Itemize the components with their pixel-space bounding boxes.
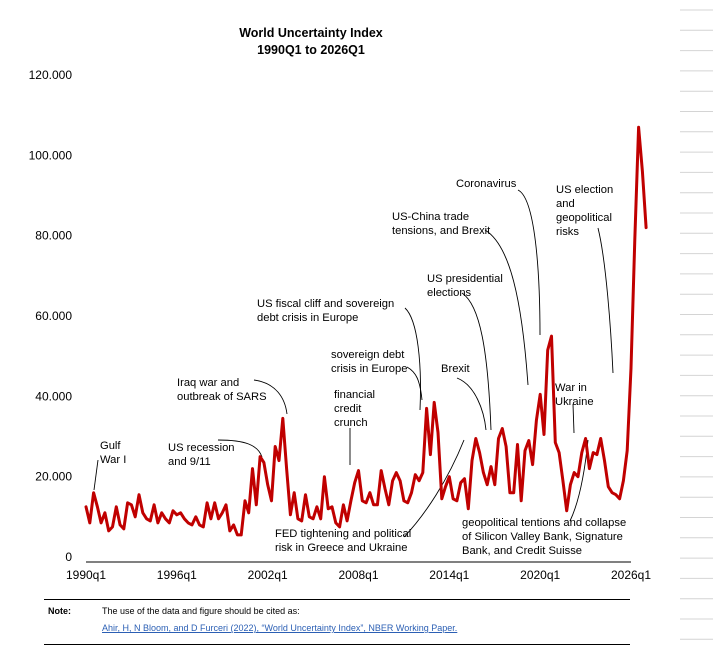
annotation-line: FED tightening and political: [275, 528, 411, 540]
annotation-line: and 9/11: [168, 456, 211, 468]
x-tick-label: 2020q1: [520, 568, 560, 582]
annotation-leader: [456, 377, 487, 431]
annotation-label: Coronavirus: [456, 178, 517, 190]
citation-note: Note: The use of the data and figure sho…: [44, 599, 630, 645]
x-tick-label: 1996q1: [157, 568, 197, 582]
y-tick-label: 120.000: [29, 68, 73, 82]
x-tick-label: 2026q1: [611, 568, 651, 582]
annotation-label: US election and geopolitical risks: [556, 184, 613, 238]
annotation-line: US recession: [168, 442, 235, 454]
world-uncertainty-chart: World Uncertainty Index 1990Q1 to 2026Q1…: [29, 26, 652, 582]
annotation-leader: [93, 459, 99, 491]
annotation-line: sovereign debt: [331, 349, 405, 361]
annotation-label: financial credit crunch: [334, 389, 375, 429]
chart-subtitle: 1990Q1 to 2026Q1: [257, 43, 365, 57]
annotation-line: geopolitical: [556, 212, 612, 224]
x-axis: 1990q1 1996q1 2002q1 2008q1 2014q1 2020q1 2026…: [66, 568, 651, 582]
y-tick-label: 80.000: [35, 229, 72, 243]
annotation-label: FED tightening and political risk in Gree…: [275, 528, 411, 554]
annotation-line: Gulf: [100, 440, 121, 452]
annotation-line: War in: [555, 382, 587, 394]
x-tick-label: 1990q1: [66, 568, 106, 582]
annotation-line: US fiscal cliff and sovereign: [257, 298, 394, 310]
annotation-label: War in Ukraine: [555, 382, 594, 408]
annotation-leader: [461, 292, 492, 431]
annotation-line: outbreak of SARS: [177, 391, 267, 403]
annotation-label: Iraq war and outbreak of SARS: [177, 377, 267, 403]
annotation-line: Iraq war and: [177, 377, 239, 389]
note-label: Note:: [48, 606, 71, 616]
annotation-line: risks: [556, 226, 579, 238]
spreadsheet-gridlines: [680, 9, 713, 640]
annotation-leader: [484, 229, 529, 386]
annotation-line: Ukraine: [555, 396, 594, 408]
annotation-line: Brexit: [441, 363, 470, 375]
annotation-leader: [253, 379, 288, 415]
annotations: Gulf War I US recession and 9/11 Iraq war an…: [100, 178, 626, 557]
annotation-line: US election: [556, 184, 613, 196]
annotation-line: debt crisis in Europe: [257, 312, 358, 324]
annotation-label: geopolitical tentions and collapse of Sil…: [462, 517, 626, 557]
annotation-leader: [406, 366, 423, 401]
annotation-leader: [217, 439, 263, 458]
annotation-line: US presidential: [427, 273, 503, 285]
y-axis: 0 20.000 40.000 60.000 80.000 100.000 120.000: [29, 68, 73, 564]
note-text: The use of the data and figure should be…: [102, 606, 300, 616]
annotation-label: sovereign debt crisis in Europe: [331, 349, 407, 375]
y-tick-label: 40.000: [35, 389, 72, 403]
annotation-line: financial: [334, 389, 375, 401]
annotation-leader: [597, 227, 614, 374]
annotation-line: Bank, and Credit Suisse: [462, 545, 582, 557]
annotation-line: risk in Greece and Ukraine: [275, 542, 407, 554]
annotation-label: Brexit: [441, 363, 470, 375]
y-tick-label: 60.000: [35, 309, 72, 323]
x-tick-label: 2008q1: [338, 568, 378, 582]
annotation-line: and: [556, 198, 575, 210]
annotation-line: geopolitical tentions and collapse: [462, 517, 626, 529]
annotation-line: credit: [334, 403, 362, 415]
y-tick-label: 0: [65, 550, 72, 564]
annotation-line: crisis in Europe: [331, 363, 407, 375]
annotation-label: Gulf War I: [100, 440, 126, 466]
annotation-line: War I: [100, 454, 126, 466]
annotation-leader: [572, 403, 575, 434]
annotation-line: elections: [427, 287, 472, 299]
annotation-leader: [517, 189, 541, 336]
citation-link[interactable]: Ahir, H, N Bloom, and D Furceri (2022), …: [102, 623, 458, 633]
annotation-line: US-China trade: [392, 211, 469, 223]
annotation-leader: [404, 307, 421, 411]
y-tick-label: 20.000: [35, 470, 72, 484]
chart-title: World Uncertainty Index: [239, 26, 383, 40]
annotation-label: US-China trade tensions, and Brexit: [392, 211, 491, 237]
annotation-leader: [403, 439, 465, 538]
x-tick-label: 2014q1: [429, 568, 469, 582]
y-tick-label: 100.000: [29, 148, 73, 162]
annotation-label: US fiscal cliff and sovereign debt crisis…: [257, 298, 394, 324]
annotation-line: crunch: [334, 417, 368, 429]
annotation-label: US presidential elections: [427, 273, 503, 299]
annotation-label: US recession and 9/11: [168, 442, 235, 468]
x-tick-label: 2002q1: [248, 568, 288, 582]
annotation-line: tensions, and Brexit: [392, 225, 491, 237]
annotation-line: Coronavirus: [456, 178, 517, 190]
series-line-wui: [84, 125, 648, 537]
annotation-line: of Silicon Valley Bank, Signature: [462, 531, 623, 543]
